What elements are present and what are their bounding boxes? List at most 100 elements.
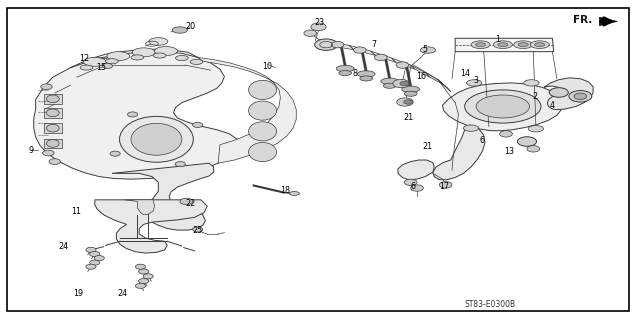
Polygon shape — [326, 42, 354, 50]
Ellipse shape — [475, 43, 485, 47]
Ellipse shape — [41, 84, 52, 90]
Text: 25: 25 — [192, 226, 203, 235]
Text: 14: 14 — [460, 69, 469, 78]
Ellipse shape — [440, 182, 452, 188]
Ellipse shape — [527, 146, 540, 152]
Ellipse shape — [47, 140, 59, 147]
Polygon shape — [426, 72, 443, 84]
Ellipse shape — [464, 90, 541, 123]
Ellipse shape — [136, 283, 146, 288]
Polygon shape — [44, 139, 62, 148]
Text: 6: 6 — [410, 182, 415, 191]
Ellipse shape — [83, 57, 106, 66]
Text: 8: 8 — [353, 69, 358, 78]
Ellipse shape — [336, 65, 354, 72]
Ellipse shape — [49, 159, 61, 164]
Polygon shape — [411, 65, 430, 77]
Ellipse shape — [190, 59, 203, 64]
Ellipse shape — [311, 23, 326, 31]
Ellipse shape — [375, 54, 387, 60]
Ellipse shape — [471, 41, 490, 49]
Ellipse shape — [518, 43, 528, 47]
Ellipse shape — [192, 227, 203, 232]
Ellipse shape — [47, 124, 59, 132]
Polygon shape — [44, 123, 62, 133]
Ellipse shape — [289, 192, 299, 196]
Text: FR.: FR. — [573, 15, 592, 25]
Ellipse shape — [304, 30, 317, 36]
Polygon shape — [197, 57, 296, 163]
Ellipse shape — [411, 185, 424, 191]
Ellipse shape — [549, 88, 568, 97]
Text: 7: 7 — [372, 40, 377, 49]
Polygon shape — [443, 83, 563, 131]
Text: 4: 4 — [550, 101, 555, 110]
Ellipse shape — [94, 256, 104, 261]
Text: 5: 5 — [423, 44, 428, 54]
Ellipse shape — [149, 38, 168, 45]
Ellipse shape — [155, 47, 177, 55]
Ellipse shape — [396, 62, 409, 68]
Ellipse shape — [127, 112, 138, 117]
Ellipse shape — [180, 198, 192, 204]
Text: 23: 23 — [315, 19, 325, 28]
Text: 22: 22 — [185, 199, 195, 208]
Ellipse shape — [499, 131, 512, 137]
Ellipse shape — [131, 55, 144, 60]
Text: 10: 10 — [262, 62, 273, 71]
Ellipse shape — [534, 43, 545, 47]
Polygon shape — [398, 160, 434, 180]
Polygon shape — [44, 108, 62, 118]
Text: 11: 11 — [71, 207, 81, 216]
Text: 12: 12 — [80, 53, 90, 62]
Text: 18: 18 — [280, 186, 290, 195]
Ellipse shape — [132, 48, 155, 57]
Ellipse shape — [513, 41, 533, 49]
Ellipse shape — [154, 53, 166, 58]
Ellipse shape — [357, 71, 375, 77]
Polygon shape — [125, 200, 155, 215]
Text: 16: 16 — [417, 72, 426, 81]
Polygon shape — [599, 17, 617, 26]
Text: 20: 20 — [185, 22, 195, 31]
Ellipse shape — [120, 116, 193, 162]
Ellipse shape — [528, 125, 543, 132]
Ellipse shape — [175, 55, 188, 60]
Ellipse shape — [517, 137, 536, 146]
Ellipse shape — [90, 252, 100, 257]
Ellipse shape — [402, 86, 420, 92]
Ellipse shape — [360, 76, 373, 81]
Ellipse shape — [315, 39, 338, 50]
Polygon shape — [392, 58, 415, 69]
Ellipse shape — [404, 179, 417, 186]
Text: 9: 9 — [29, 146, 34, 155]
Text: 2: 2 — [532, 92, 537, 101]
Ellipse shape — [143, 274, 154, 279]
Ellipse shape — [497, 43, 508, 47]
Polygon shape — [112, 163, 213, 230]
Polygon shape — [455, 38, 554, 52]
Ellipse shape — [476, 95, 529, 118]
Ellipse shape — [339, 70, 352, 76]
Ellipse shape — [139, 278, 149, 284]
Text: 3: 3 — [474, 76, 478, 85]
Polygon shape — [544, 78, 593, 110]
Ellipse shape — [383, 83, 396, 88]
Ellipse shape — [404, 100, 413, 104]
Ellipse shape — [354, 47, 366, 53]
Text: 21: 21 — [423, 142, 433, 151]
Polygon shape — [438, 80, 451, 92]
Ellipse shape — [131, 123, 182, 155]
Ellipse shape — [524, 80, 539, 86]
Polygon shape — [34, 52, 239, 179]
Ellipse shape — [248, 122, 276, 141]
Ellipse shape — [393, 79, 410, 88]
Ellipse shape — [404, 91, 417, 96]
Text: 6: 6 — [480, 136, 485, 145]
Ellipse shape — [569, 91, 592, 102]
Ellipse shape — [173, 27, 187, 33]
Ellipse shape — [530, 41, 549, 49]
Polygon shape — [371, 51, 396, 62]
Ellipse shape — [192, 123, 203, 127]
Ellipse shape — [43, 150, 54, 156]
